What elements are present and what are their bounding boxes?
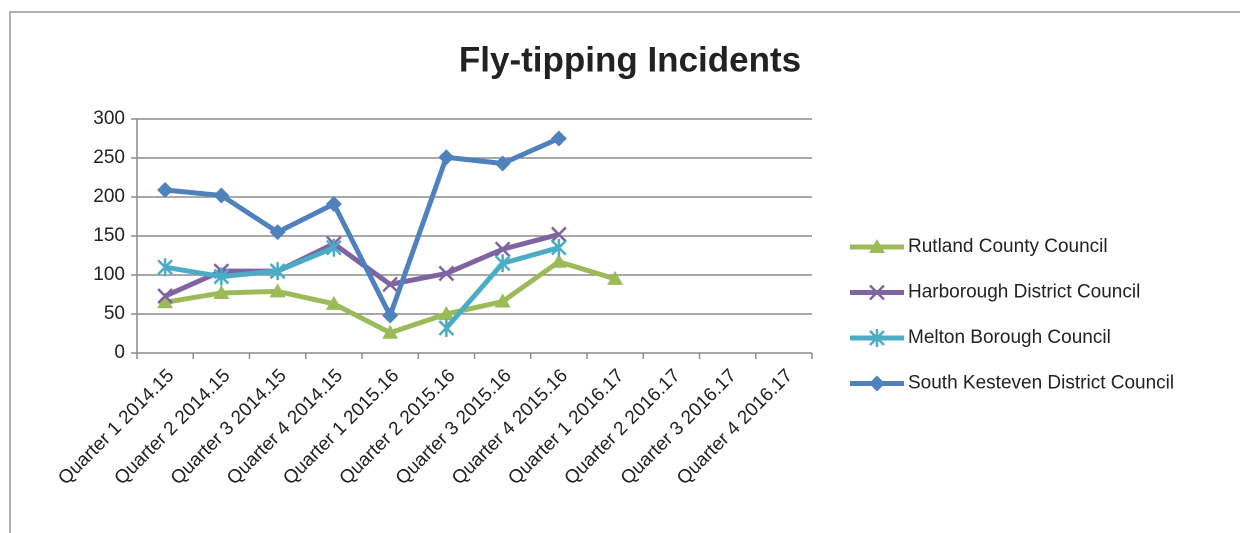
y-tick-label: 100	[93, 264, 125, 285]
y-tick-label: 0	[114, 342, 125, 363]
data-point	[550, 253, 567, 268]
chart-title: Fly-tipping Incidents	[459, 40, 801, 79]
data-point	[494, 293, 511, 308]
data-point	[157, 181, 174, 198]
data-point	[494, 254, 511, 273]
data-point	[325, 196, 342, 213]
legend-marker	[869, 329, 885, 347]
data-point	[550, 238, 567, 257]
series-line	[164, 136, 560, 319]
chart-frame	[9, 11, 1240, 533]
data-point	[213, 284, 230, 299]
legend-label: Rutland County Council	[908, 236, 1108, 257]
data-point	[607, 270, 624, 285]
data-point	[213, 187, 230, 204]
data-point	[438, 306, 455, 320]
data-point	[550, 130, 567, 147]
y-tick-label: 150	[93, 225, 125, 246]
y-tick-label: 300	[93, 108, 125, 129]
data-point	[494, 155, 511, 172]
data-point	[269, 262, 286, 281]
legend-label: Melton Borough Council	[908, 327, 1111, 348]
legend-marker	[869, 239, 885, 253]
data-point	[157, 294, 174, 309]
data-point	[325, 295, 342, 310]
data-point	[269, 224, 286, 241]
legend-label: South Kesteven District Council	[908, 373, 1174, 394]
data-point	[213, 267, 230, 286]
data-point	[269, 283, 286, 298]
legend-label: Harborough District Council	[908, 282, 1140, 303]
data-point	[157, 288, 174, 304]
data-point	[550, 226, 567, 243]
legend-marker	[869, 375, 885, 392]
data-point	[382, 276, 399, 293]
y-tick-label: 50	[104, 303, 125, 324]
data-point	[157, 258, 174, 277]
data-point	[382, 307, 399, 324]
data-point	[438, 319, 455, 338]
legend-marker	[869, 284, 885, 301]
y-tick-label: 200	[93, 186, 125, 207]
data-point	[382, 324, 399, 339]
y-tick-label: 250	[93, 147, 125, 168]
data-point	[438, 265, 455, 282]
data-point	[494, 241, 511, 258]
data-point	[325, 238, 342, 257]
data-point	[438, 149, 455, 166]
